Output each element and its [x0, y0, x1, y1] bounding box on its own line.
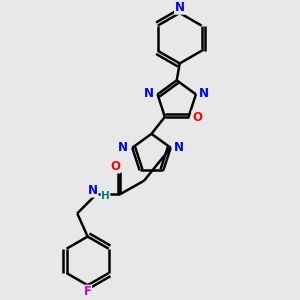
- Text: F: F: [84, 285, 92, 298]
- Text: N: N: [118, 141, 128, 154]
- Text: N: N: [88, 184, 98, 197]
- Text: H: H: [101, 190, 110, 201]
- Text: N: N: [175, 1, 185, 14]
- Text: N: N: [174, 141, 184, 154]
- Text: O: O: [110, 160, 120, 173]
- Text: N: N: [199, 87, 209, 100]
- Text: O: O: [192, 111, 202, 124]
- Text: N: N: [144, 87, 154, 100]
